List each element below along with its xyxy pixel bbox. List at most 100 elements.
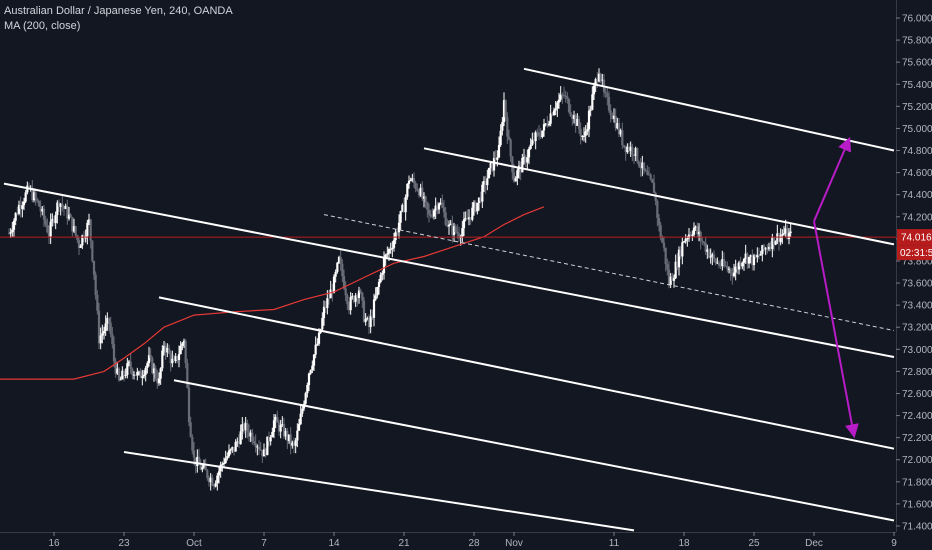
candle-body bbox=[337, 256, 341, 263]
candle-body bbox=[249, 432, 252, 437]
candle-body bbox=[406, 183, 409, 197]
candle-body bbox=[766, 248, 769, 250]
candle-body bbox=[307, 373, 311, 386]
candle-body bbox=[684, 238, 687, 242]
candle-body bbox=[349, 297, 352, 311]
candle-body bbox=[487, 167, 491, 179]
candle-body bbox=[189, 422, 192, 437]
candle-body bbox=[416, 189, 419, 191]
candle-body bbox=[294, 440, 297, 446]
candle-body bbox=[21, 205, 24, 209]
candle-body bbox=[401, 204, 404, 212]
candle-body bbox=[264, 449, 267, 456]
candle-body bbox=[431, 216, 434, 218]
candle-body bbox=[639, 166, 642, 169]
candle-body bbox=[219, 464, 222, 472]
candle-body bbox=[551, 113, 554, 116]
candle-body bbox=[332, 276, 336, 294]
candle-body bbox=[736, 266, 739, 270]
candle-body bbox=[234, 442, 237, 452]
candle-body bbox=[554, 108, 557, 111]
candle-body bbox=[227, 450, 231, 457]
candle-body bbox=[372, 299, 376, 318]
candle-body bbox=[111, 333, 114, 345]
channel-line bbox=[3, 182, 895, 359]
candle-body bbox=[226, 456, 229, 459]
channel-line bbox=[123, 451, 635, 532]
candle-body bbox=[279, 425, 282, 432]
candle-body bbox=[747, 257, 751, 264]
candle-body bbox=[562, 95, 566, 97]
candle-body bbox=[299, 413, 302, 425]
candle-body bbox=[412, 178, 416, 184]
candle-body bbox=[291, 442, 294, 446]
candle-body bbox=[724, 265, 727, 267]
candle-body bbox=[96, 294, 99, 311]
candle-body bbox=[472, 202, 476, 208]
candle-body bbox=[62, 206, 66, 209]
candle-body bbox=[729, 268, 732, 274]
candle-body bbox=[162, 345, 166, 351]
candle-body bbox=[56, 202, 59, 216]
candle-body bbox=[549, 113, 552, 124]
candle-body bbox=[466, 218, 469, 220]
candle-body bbox=[371, 316, 374, 318]
candle-body bbox=[711, 254, 714, 257]
candle-body bbox=[44, 219, 47, 225]
time-axis[interactable]: 16 23 Oct 7 14 21 28 Nov 11 18 25 Dec 9 bbox=[0, 532, 932, 550]
last-price-tag bbox=[897, 229, 932, 246]
candle-body bbox=[491, 163, 494, 171]
candle-body bbox=[694, 226, 697, 228]
symbol-title[interactable]: Australian Dollar / Japanese Yen, 240, O… bbox=[4, 5, 233, 17]
candle-body bbox=[757, 254, 761, 256]
candle-body bbox=[186, 363, 189, 388]
price-tick-label: 72.000 bbox=[902, 455, 932, 466]
candle-body bbox=[272, 420, 276, 433]
price-axis[interactable]: 76.000 75.800 75.600 75.400 75.200 75.000 74.8… bbox=[896, 0, 932, 550]
candle-body bbox=[149, 355, 152, 359]
candle-body bbox=[9, 232, 12, 234]
candle-body bbox=[194, 457, 197, 466]
time-tick-label: Nov bbox=[505, 538, 523, 549]
candle-body bbox=[76, 235, 79, 240]
candle-body bbox=[701, 240, 704, 242]
candle-body bbox=[594, 79, 597, 86]
candle-body bbox=[344, 288, 347, 296]
candle-body bbox=[447, 224, 451, 227]
candle-body bbox=[404, 196, 407, 213]
projection-arrow bbox=[813, 136, 852, 222]
candle-body bbox=[64, 206, 67, 209]
candle-body bbox=[181, 343, 184, 346]
candle-body bbox=[232, 447, 236, 452]
candle-body bbox=[627, 146, 631, 152]
candle-body bbox=[199, 464, 202, 470]
candle-body bbox=[686, 238, 689, 240]
candle-body bbox=[399, 211, 402, 223]
candle-body bbox=[314, 344, 317, 355]
candle-body bbox=[552, 110, 556, 116]
candle-body bbox=[772, 236, 776, 245]
candle-body bbox=[136, 371, 139, 376]
candle-body bbox=[537, 132, 541, 136]
indicator-label[interactable]: MA (200, close) bbox=[4, 20, 81, 32]
candle-body bbox=[69, 214, 72, 218]
candle-body bbox=[51, 219, 54, 222]
candle-body bbox=[184, 340, 187, 364]
candle-body bbox=[606, 93, 609, 97]
candle-body bbox=[144, 367, 147, 375]
candle-body bbox=[161, 350, 164, 369]
candle-body bbox=[787, 233, 791, 239]
candle-body bbox=[271, 432, 274, 438]
candle-body bbox=[437, 203, 441, 210]
candle-body bbox=[182, 340, 186, 344]
candle-body bbox=[427, 209, 431, 215]
candle-body bbox=[516, 170, 519, 179]
candle-body bbox=[417, 190, 421, 196]
candle-body bbox=[376, 287, 379, 296]
candle-body bbox=[359, 290, 362, 293]
candle-body bbox=[737, 262, 741, 270]
candle-body bbox=[462, 219, 466, 229]
candle-body bbox=[34, 192, 37, 199]
